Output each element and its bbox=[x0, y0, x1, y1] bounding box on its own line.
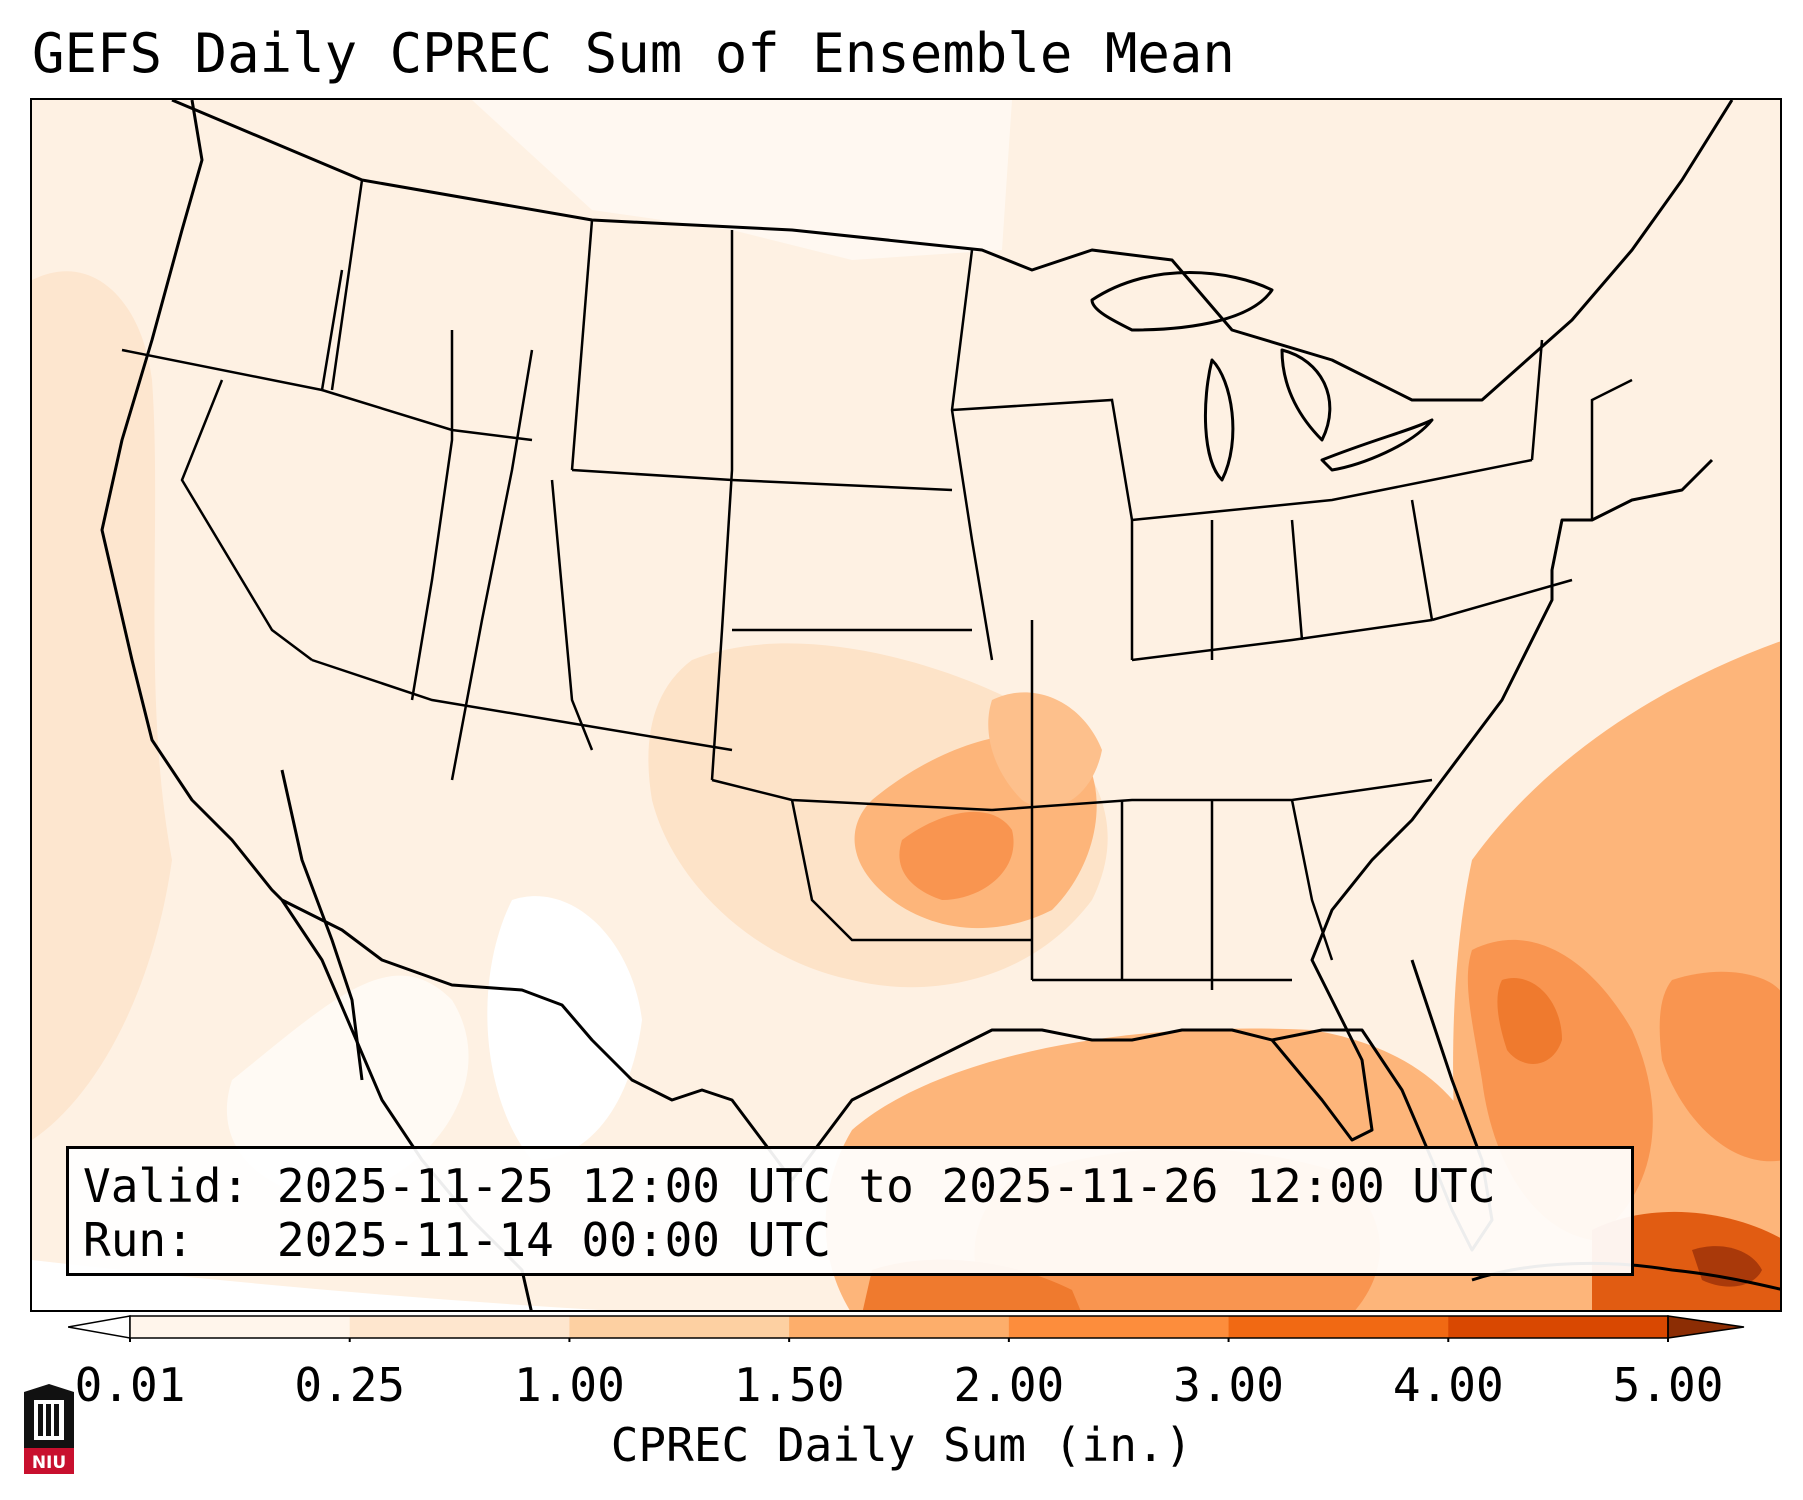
colorbar-bin bbox=[130, 1316, 351, 1338]
lake-huron bbox=[1280, 348, 1332, 442]
colorbar-bin bbox=[789, 1316, 1010, 1338]
colorbar-tick-label: 3.00 bbox=[1173, 1358, 1284, 1412]
colorbar-tick-label: 0.01 bbox=[74, 1358, 186, 1412]
colorbar-bin bbox=[1008, 1316, 1230, 1338]
colorbar-tick-label: 1.00 bbox=[514, 1358, 625, 1412]
colorbar-bin bbox=[569, 1316, 790, 1338]
niu-logo: NIU bbox=[24, 1384, 74, 1474]
colorbar-bin bbox=[1448, 1316, 1669, 1338]
dry-area-west bbox=[226, 975, 469, 1200]
chart-title: GEFS Daily CPREC Sum of Ensemble Mean bbox=[32, 22, 1235, 85]
conus-outline bbox=[100, 100, 1714, 1182]
colorbar-bin bbox=[349, 1316, 570, 1338]
ok-ar-peak bbox=[899, 811, 1014, 900]
atlantic-peak bbox=[1497, 978, 1562, 1064]
state-lines bbox=[121, 179, 1633, 990]
valid-time-range: 2025-11-25 12:00 UTC to 2025-11-26 12:00… bbox=[276, 1159, 1496, 1213]
lake-michigan bbox=[1203, 358, 1235, 482]
precip-map bbox=[30, 98, 1782, 1312]
colorbar-label: CPREC Daily Sum (in.) bbox=[610, 1418, 1193, 1472]
colorbar-tick-label: 4.00 bbox=[1392, 1358, 1504, 1412]
dry-area-north bbox=[472, 100, 1012, 260]
colorbar bbox=[68, 1315, 1745, 1342]
colorbar-tick-label: 1.50 bbox=[733, 1358, 845, 1412]
valid-run-box: Valid: 2025-11-25 12:00 UTC to 2025-11-2… bbox=[66, 1146, 1634, 1276]
atlantic-east bbox=[1659, 971, 1780, 1162]
colorbar-bin bbox=[1228, 1316, 1449, 1338]
pacific-field bbox=[32, 271, 172, 1140]
valid-label: Valid: bbox=[83, 1159, 250, 1213]
colorbar-tick-label: 2.00 bbox=[953, 1358, 1065, 1412]
lake-erie bbox=[1320, 418, 1434, 472]
baja bbox=[280, 769, 364, 1081]
run-label: Run: bbox=[83, 1213, 194, 1267]
canada-border bbox=[171, 100, 1734, 402]
colorbar-extend-high bbox=[1667, 1315, 1745, 1339]
missouri-band bbox=[988, 692, 1102, 808]
colorbar-extend-low bbox=[68, 1315, 131, 1339]
colorbar-tick-label: 5.00 bbox=[1612, 1358, 1724, 1412]
lake-superior bbox=[1090, 271, 1274, 332]
run-time: 2025-11-14 00:00 UTC bbox=[276, 1213, 831, 1267]
colorbar-tick-label: 0.25 bbox=[294, 1358, 406, 1412]
dry-area-mexico bbox=[487, 896, 642, 1160]
logo-text: NIU bbox=[32, 1453, 66, 1473]
